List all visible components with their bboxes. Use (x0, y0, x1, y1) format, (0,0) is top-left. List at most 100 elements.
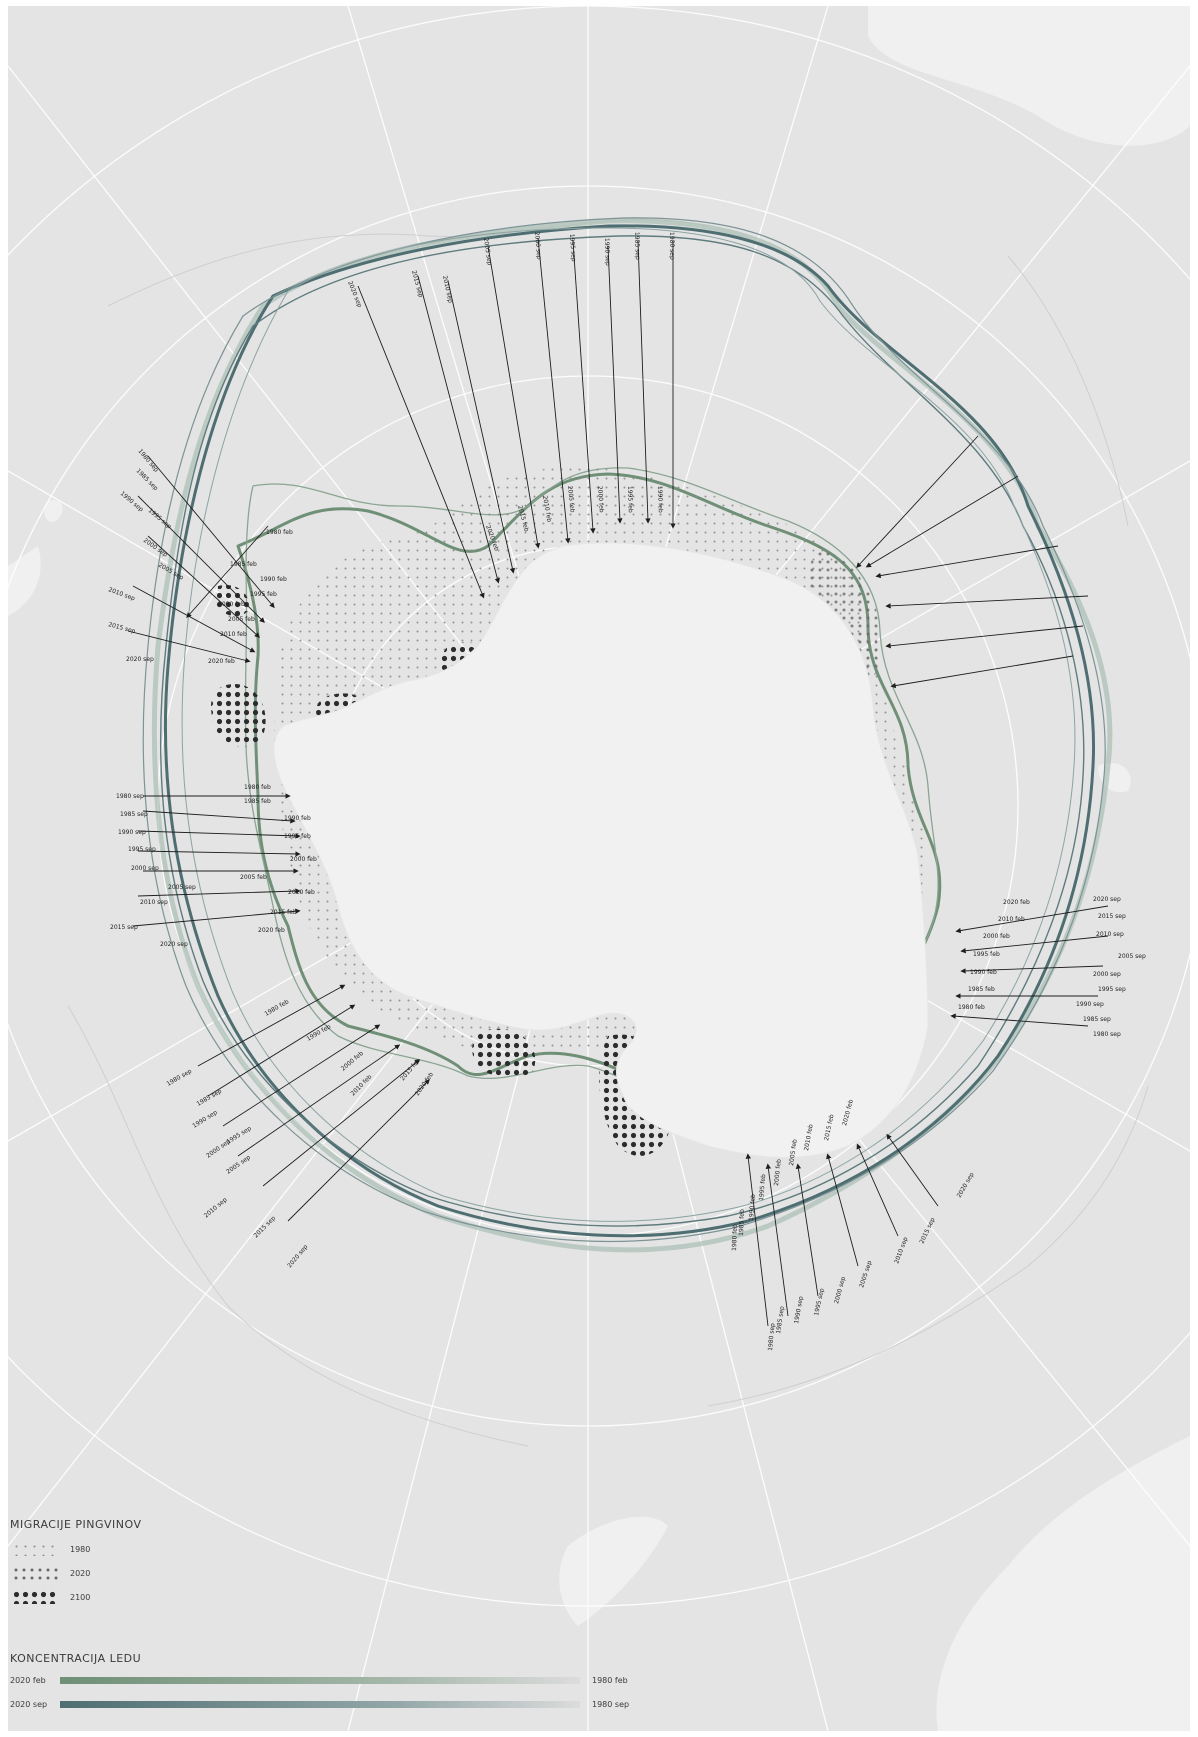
migration-label: 2020 feb (414, 1071, 435, 1097)
migration-label: 1985 sep (1083, 1016, 1111, 1023)
habitat-medium-east (809, 546, 881, 692)
ice-gradient-feb (60, 1677, 580, 1684)
migration-label: 1995 sep (568, 234, 577, 262)
migration-label: 2020 sep (126, 656, 154, 663)
antarctica-continent (273, 542, 929, 1158)
migration-label: 1980 feb (244, 784, 271, 791)
migration-label: 1980 sep (116, 793, 144, 800)
migration-label: 2010 feb (288, 889, 315, 896)
land-south-america-tip (8, 546, 41, 616)
migration-label: 2000 feb (983, 933, 1010, 940)
land-island-west (44, 500, 63, 522)
sea-ice-extent-lines (142, 217, 1113, 1253)
migration-label: 2010 sep (893, 1236, 909, 1265)
migration-label: 2000 feb (340, 1050, 365, 1073)
migration-label: 1990 feb (284, 815, 311, 822)
swatch-1980 (12, 1542, 58, 1556)
map-frame: 2020 sep 2015 sep 2010 sep 2005 sep 2000… (8, 6, 1190, 1731)
migration-label: 2000 sep (131, 865, 159, 872)
migration-label: 1985 feb (968, 986, 995, 993)
migration-label: 1990 sep (1076, 1001, 1104, 1008)
ice-legend-title: KONCENTRACIJA LEDU (10, 1652, 142, 1665)
migration-label: 2015 sep (107, 621, 136, 635)
migration-label: 1990 feb (748, 1194, 757, 1221)
migration-label: 1995 feb (284, 833, 311, 840)
migration-label: 1995 sep (813, 1288, 826, 1317)
migration-label: 2015 sep (410, 270, 424, 299)
ice-row-2-left: 2020 sep (10, 1700, 48, 1709)
migration-label: 1985 sep (775, 1306, 786, 1335)
migration-label: 2005 feb (788, 1139, 799, 1167)
migration-label: 1995 sep (1098, 986, 1126, 993)
migration-label: 2005 sep (168, 884, 196, 891)
migration-label: 1980 sep (1093, 1031, 1121, 1038)
migration-label: 2015 sep (1098, 913, 1126, 920)
migration-label: 1985 sep (120, 811, 148, 818)
migration-label: 2000 feb (773, 1159, 783, 1187)
antarctica-map: 2020 sep 2015 sep 2010 sep 2005 sep 2000… (8, 6, 1190, 1731)
migration-label: 2020 sep (160, 941, 188, 948)
migration-label: 1990 sep (793, 1296, 805, 1325)
land-australia (936, 1436, 1190, 1731)
migration-label: 2015 sep (110, 924, 138, 931)
migration-label: 2010 feb (541, 495, 553, 523)
migration-label: 2000 feb (218, 601, 245, 608)
migration-label: 2010 sep (107, 586, 136, 602)
migration-label: 2000 sep (533, 232, 542, 260)
migration-label: 1995 feb (758, 1174, 767, 1201)
land-africa (868, 6, 1190, 146)
migration-label: 2020 feb (208, 658, 235, 665)
ice-row-2-right: 1980 sep (592, 1700, 630, 1709)
migration-label: 2015 feb (399, 1057, 422, 1082)
ice-gradient-sep (60, 1701, 580, 1708)
migration-label: 2000 sep (833, 1276, 847, 1305)
migration-label: 2020 feb (1003, 899, 1030, 906)
migration-label: 2015 feb (270, 909, 297, 916)
ice-row-1-left: 2020 feb (10, 1676, 46, 1685)
migration-label: 1990 sep (603, 238, 611, 266)
migration-label: 1995 sep (128, 846, 156, 853)
migration-label: 1980 feb (264, 998, 291, 1018)
migration-arrows (127, 237, 1109, 1327)
migration-label: 2010 sep (140, 899, 168, 906)
migration-label: 2005 feb (566, 485, 576, 513)
migration-label: 2020 sep (956, 1171, 976, 1199)
migration-label: 2000 feb (596, 486, 605, 513)
ice-line-sep-2020 (163, 224, 1096, 1238)
migration-label: 2005 sep (1118, 953, 1146, 960)
migration-label: 1995 feb (973, 951, 1000, 958)
migration-label: 1985 feb (738, 1209, 746, 1236)
legend-label-1980: 1980 (70, 1545, 91, 1554)
migration-label: 2010 feb (803, 1124, 815, 1152)
migration-label: 1980 sep (668, 232, 675, 260)
migration-label: 1990 sep (119, 490, 145, 513)
legend-label-2100: 2100 (70, 1593, 91, 1602)
migration-label: 2005 sep (225, 1154, 252, 1176)
legend-label-2020: 2020 (70, 1569, 91, 1578)
migration-label: 2005 sep (858, 1260, 873, 1289)
ice-line-sep-thin-2 (142, 217, 1106, 1243)
migration-label: 2005 sep (482, 237, 493, 266)
migration-label: 2010 sep (441, 275, 454, 304)
migration-label: 2010 feb (998, 916, 1025, 923)
migration-label: 1985 sep (633, 232, 641, 260)
migration-label: 1990 feb (970, 969, 997, 976)
migration-label: 1980 sep (166, 1068, 194, 1088)
migration-label: 2000 sep (1093, 971, 1121, 978)
migration-label: 2010 feb (220, 631, 247, 638)
swatch-2020 (12, 1566, 58, 1580)
migration-label: 1980 sep (767, 1323, 776, 1351)
migration-label: 1990 feb (260, 576, 287, 583)
land-masses (8, 6, 1190, 1731)
migration-label: 2010 sep (1096, 931, 1124, 938)
ice-row-1-right: 1980 feb (592, 1676, 628, 1685)
migration-label: 1990 sep (118, 829, 146, 836)
migration-label: 2020 sep (346, 280, 363, 309)
migration-label: 1985 sep (196, 1088, 224, 1108)
ice-line-sep-thin-1 (159, 235, 1085, 1227)
migration-label: 2005 feb (240, 874, 267, 881)
habitat-dense-4 (472, 1028, 536, 1079)
migration-label: 2000 sep (205, 1138, 232, 1160)
penguin-legend-title: MIGRACIJE PINGVINOV (10, 1518, 142, 1531)
migration-label: 1980 feb (958, 1004, 985, 1011)
